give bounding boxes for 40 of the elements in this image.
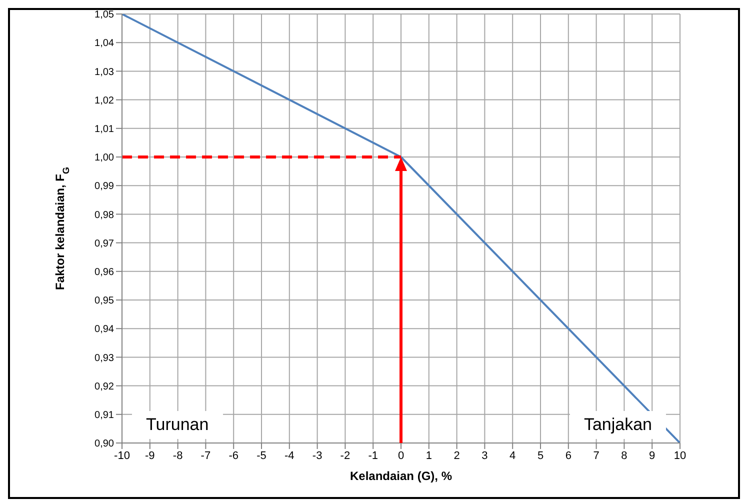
y-tick-label: 1,04 [94,38,114,50]
x-tick-label: -6 [228,450,238,462]
x-tick-label: 4 [510,450,516,462]
x-tick-label: -7 [200,450,211,462]
annotation: Turunan [132,411,223,439]
annotation: Tanjakan [570,411,666,439]
y-tick-label: 0,94 [94,324,114,336]
y-tick-label: 0,90 [94,438,114,450]
x-tick-label: 8 [621,450,628,462]
y-tick-label: 0,93 [94,352,114,364]
x-tick-label: -2 [340,450,350,462]
x-tick-label: -3 [312,450,322,462]
x-axis-title: Kelandaian (G), % [350,469,452,483]
y-tick-label: 1,02 [94,95,114,106]
x-tick-label: 9 [649,450,656,462]
y-tick-label: 1,00 [94,152,114,164]
y-tick-label: 1,01 [94,124,114,135]
x-tick-label: -4 [284,450,294,462]
x-tick-label: 2 [454,450,460,462]
y-tick-label: 0,98 [94,210,114,221]
x-tick-label: 7 [593,450,600,462]
x-tick-label: 5 [537,450,544,462]
y-tick-label: 0,96 [94,266,114,278]
x-tick-label: 6 [565,450,572,462]
y-tick-label: 1,03 [94,66,114,78]
x-tick-label: -9 [145,450,155,462]
y-tick-label: 0,91 [94,410,114,421]
x-tick-label: -8 [172,450,183,462]
x-tick-label: 1 [426,450,432,462]
x-tick-label: 0 [398,450,404,462]
x-tick-label: 10 [674,450,686,462]
y-tick-label: 0,92 [94,381,114,392]
y-tick-label: 0,99 [94,181,114,192]
x-tick-label: -1 [368,450,378,462]
x-tick-label: 3 [482,450,488,462]
y-tick-label: 0,97 [94,238,114,250]
x-tick-label: -10 [114,450,130,462]
x-tick-label: -5 [256,450,266,462]
y-tick-label: 1,05 [94,10,114,21]
y-tick-label: 0,95 [94,296,114,307]
